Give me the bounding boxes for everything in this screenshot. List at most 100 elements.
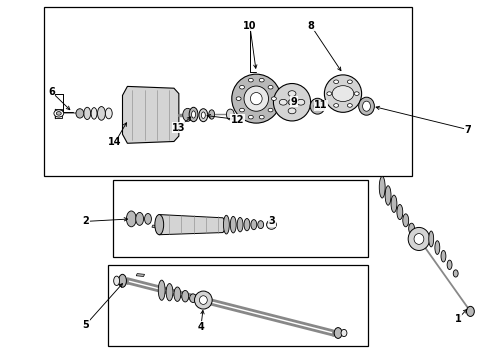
Ellipse shape bbox=[447, 260, 452, 270]
Text: 11: 11 bbox=[314, 100, 328, 110]
Text: 9: 9 bbox=[291, 96, 297, 107]
Ellipse shape bbox=[114, 276, 120, 285]
Ellipse shape bbox=[441, 251, 446, 262]
Ellipse shape bbox=[190, 294, 196, 302]
Ellipse shape bbox=[334, 328, 342, 338]
Ellipse shape bbox=[314, 102, 321, 111]
Ellipse shape bbox=[391, 195, 397, 212]
Circle shape bbox=[288, 108, 296, 114]
Ellipse shape bbox=[119, 274, 126, 287]
Ellipse shape bbox=[199, 296, 207, 305]
Ellipse shape bbox=[363, 101, 370, 111]
Ellipse shape bbox=[359, 97, 374, 115]
Ellipse shape bbox=[158, 280, 165, 300]
Ellipse shape bbox=[183, 108, 193, 121]
Circle shape bbox=[347, 104, 352, 107]
Ellipse shape bbox=[310, 98, 325, 114]
Ellipse shape bbox=[429, 231, 434, 247]
Ellipse shape bbox=[166, 284, 173, 301]
Ellipse shape bbox=[250, 93, 262, 105]
Circle shape bbox=[354, 92, 359, 95]
Text: 13: 13 bbox=[172, 123, 186, 133]
Text: 7: 7 bbox=[465, 125, 471, 135]
Circle shape bbox=[288, 91, 296, 96]
Text: 6: 6 bbox=[48, 87, 55, 97]
Bar bbox=[113, 180, 368, 257]
Ellipse shape bbox=[273, 84, 311, 121]
Ellipse shape bbox=[453, 270, 458, 277]
Ellipse shape bbox=[251, 220, 257, 230]
Circle shape bbox=[268, 85, 273, 89]
Polygon shape bbox=[152, 225, 158, 228]
Text: 10: 10 bbox=[243, 21, 257, 31]
Circle shape bbox=[259, 115, 264, 119]
Circle shape bbox=[334, 80, 339, 84]
Ellipse shape bbox=[189, 107, 198, 122]
Circle shape bbox=[248, 78, 253, 82]
Circle shape bbox=[236, 97, 241, 100]
Text: 3: 3 bbox=[269, 216, 275, 226]
Circle shape bbox=[279, 99, 287, 105]
Bar bbox=[108, 265, 368, 346]
Ellipse shape bbox=[91, 108, 97, 119]
Ellipse shape bbox=[397, 204, 403, 220]
Ellipse shape bbox=[76, 109, 84, 118]
Ellipse shape bbox=[414, 234, 424, 244]
Circle shape bbox=[268, 108, 273, 112]
Ellipse shape bbox=[126, 211, 136, 227]
Ellipse shape bbox=[408, 228, 430, 251]
Ellipse shape bbox=[230, 216, 236, 233]
Polygon shape bbox=[55, 109, 62, 112]
Polygon shape bbox=[159, 215, 225, 235]
Ellipse shape bbox=[105, 108, 112, 119]
Ellipse shape bbox=[385, 186, 391, 205]
Polygon shape bbox=[122, 86, 179, 143]
Text: 14: 14 bbox=[108, 137, 122, 147]
Ellipse shape bbox=[324, 75, 362, 112]
Ellipse shape bbox=[226, 109, 234, 120]
Ellipse shape bbox=[199, 109, 208, 122]
Ellipse shape bbox=[209, 110, 215, 119]
Ellipse shape bbox=[201, 112, 205, 118]
Ellipse shape bbox=[267, 220, 276, 229]
Circle shape bbox=[297, 99, 305, 105]
Polygon shape bbox=[55, 115, 62, 118]
Circle shape bbox=[347, 80, 352, 84]
Circle shape bbox=[248, 115, 253, 119]
Circle shape bbox=[271, 97, 276, 100]
Ellipse shape bbox=[195, 291, 212, 309]
Circle shape bbox=[327, 92, 332, 95]
Circle shape bbox=[240, 108, 245, 112]
Circle shape bbox=[259, 78, 264, 82]
Circle shape bbox=[332, 86, 354, 102]
Text: 4: 4 bbox=[197, 322, 204, 332]
Bar bbox=[44, 7, 412, 176]
Ellipse shape bbox=[237, 217, 243, 232]
Text: 5: 5 bbox=[82, 320, 89, 330]
Ellipse shape bbox=[435, 241, 440, 255]
Circle shape bbox=[334, 104, 339, 107]
Ellipse shape bbox=[98, 107, 105, 120]
Ellipse shape bbox=[379, 176, 385, 198]
Ellipse shape bbox=[409, 223, 415, 234]
Ellipse shape bbox=[155, 215, 164, 235]
Ellipse shape bbox=[174, 287, 181, 301]
Ellipse shape bbox=[223, 215, 229, 234]
Ellipse shape bbox=[244, 86, 269, 111]
Ellipse shape bbox=[466, 306, 474, 316]
Ellipse shape bbox=[258, 221, 264, 229]
Text: 8: 8 bbox=[308, 21, 315, 31]
Ellipse shape bbox=[84, 107, 91, 120]
Text: 1: 1 bbox=[455, 314, 462, 324]
Ellipse shape bbox=[341, 329, 347, 337]
Text: 12: 12 bbox=[231, 114, 245, 125]
Circle shape bbox=[54, 110, 64, 117]
Ellipse shape bbox=[136, 212, 144, 225]
Circle shape bbox=[240, 85, 245, 89]
Text: 2: 2 bbox=[82, 216, 89, 226]
Ellipse shape bbox=[244, 219, 250, 231]
Polygon shape bbox=[136, 274, 145, 276]
Ellipse shape bbox=[145, 213, 151, 224]
Circle shape bbox=[288, 99, 296, 105]
Circle shape bbox=[56, 112, 61, 115]
